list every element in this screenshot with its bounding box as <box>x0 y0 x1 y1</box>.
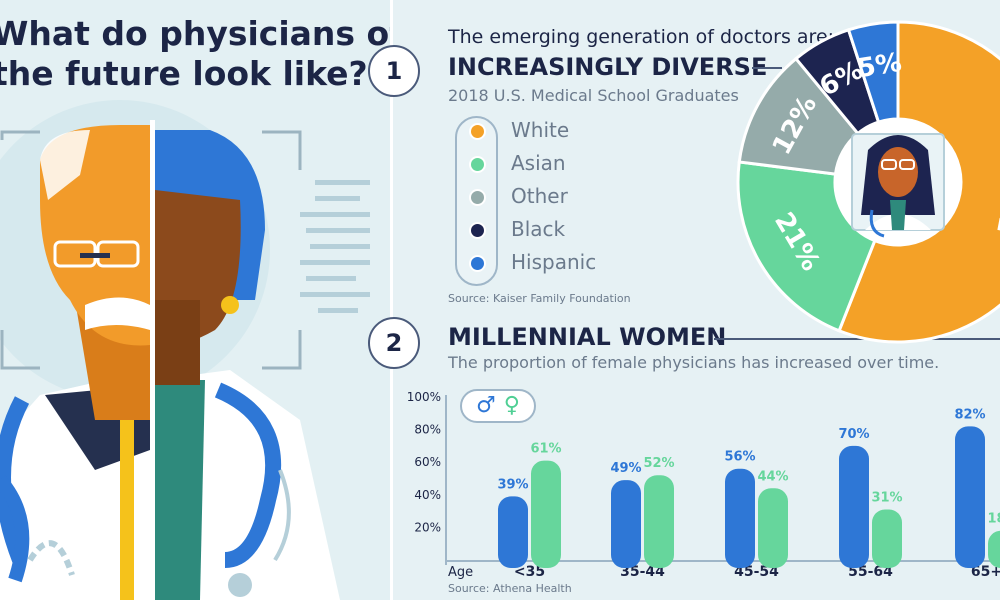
document-lines <box>300 180 370 313</box>
section-2-title: MILLENNIAL WOMEN <box>448 323 727 351</box>
male-value-label-35: 39% <box>497 477 528 492</box>
headline-line-2: the future look like? <box>0 54 368 93</box>
legend-label-asian: Asian <box>511 151 566 175</box>
x-tick-55-64: 55-64 <box>848 564 893 580</box>
face-frame <box>0 130 302 370</box>
headline-line-1: What do physicians of <box>0 14 392 53</box>
male-bar-65 <box>955 426 985 568</box>
ethnicity-pie-chart: 56%21%12%6%5% <box>736 20 1000 344</box>
split-line <box>150 120 155 600</box>
y-axis-line <box>445 395 447 565</box>
legend-dot-other <box>469 189 486 206</box>
female-value-label-65: 18% <box>987 512 1000 527</box>
male-value-label-55-64: 70% <box>838 427 869 442</box>
female-bar-45-54 <box>758 488 788 568</box>
gender-bar-chart: 100% 80% 60% 40% 20% Age <35 39% 61% 35-44 49% 52% 4… <box>407 390 1000 580</box>
section-1-number: 1 <box>368 45 420 97</box>
section-2-source: Source: Athena Health <box>448 582 572 595</box>
male-bar-35-44 <box>611 480 641 568</box>
section-1-title: INCREASINGLY DIVERSE <box>448 53 768 81</box>
y-tick-80: 80% <box>414 423 441 437</box>
female-value-label-55-64: 31% <box>871 490 902 505</box>
section-2-subtitle: The proportion of female physicians has … <box>448 353 940 372</box>
female-bar-35 <box>531 460 561 568</box>
x-tick-65: 65+ <box>971 564 1000 580</box>
female-value-label-35: 61% <box>530 442 561 457</box>
y-tick-100: 100% <box>407 390 441 404</box>
legend-label-other: Other <box>511 184 568 208</box>
male-doctor-figure <box>0 125 150 600</box>
female-bar-35-44 <box>644 475 674 568</box>
x-axis-label: Age <box>448 565 473 580</box>
legend-label-hispanic: Hispanic <box>511 250 597 274</box>
male-value-label-35-44: 49% <box>610 461 641 476</box>
section-1-source: Source: Kaiser Family Foundation <box>448 292 631 305</box>
section-1-intro: The emerging generation of doctors are: <box>448 26 835 48</box>
male-symbol-icon: ♂ <box>476 393 496 418</box>
pie-label-hispanic: 5% <box>855 48 903 85</box>
male-value-label-65: 82% <box>954 407 985 422</box>
gender-legend: ♂ ♀ <box>460 389 536 423</box>
legend-dot-hispanic <box>469 255 486 272</box>
y-tick-20: 20% <box>414 520 441 534</box>
female-symbol-icon: ♀ <box>503 393 520 418</box>
x-tick-35-44: 35-44 <box>620 564 665 580</box>
female-doctor-figure <box>155 130 340 600</box>
section-2-number: 2 <box>368 317 420 369</box>
pie-slice-white <box>837 20 1000 344</box>
x-axis-line <box>445 560 1000 562</box>
section-1-subtitle: 2018 U.S. Medical School Graduates <box>448 86 739 105</box>
x-tick-35: <35 <box>514 564 545 580</box>
male-bar-45-54 <box>725 468 755 568</box>
male-bar-55-64 <box>839 445 869 568</box>
pie-slice-hispanic <box>846 20 900 124</box>
male-value-label-45-54: 56% <box>724 450 755 465</box>
panel-divider <box>390 0 393 600</box>
x-tick-45-54: 45-54 <box>734 564 779 580</box>
female-value-label-35-44: 52% <box>643 456 674 471</box>
y-tick-40: 40% <box>414 488 441 502</box>
pie-center-portrait <box>836 120 960 244</box>
legend-dot-black <box>469 222 486 239</box>
legend-label-black: Black <box>511 217 566 241</box>
legend-label-white: White <box>511 118 570 142</box>
illustration-panel: What do physicians of the future look li… <box>0 0 392 600</box>
y-tick-60: 60% <box>414 455 441 469</box>
headline: What do physicians of the future look li… <box>0 14 392 94</box>
female-value-label-45-54: 44% <box>757 469 788 484</box>
pie-slice-asian <box>736 160 877 333</box>
section-1-title-rule <box>752 67 782 69</box>
female-bar-55-64 <box>872 509 902 568</box>
female-bar-65 <box>988 530 1000 568</box>
section-2-title-rule <box>714 338 1000 340</box>
doctors-illustration <box>0 100 370 600</box>
legend-dot-white <box>469 123 486 140</box>
legend-dot-asian <box>469 156 486 173</box>
male-bar-35 <box>498 496 528 568</box>
